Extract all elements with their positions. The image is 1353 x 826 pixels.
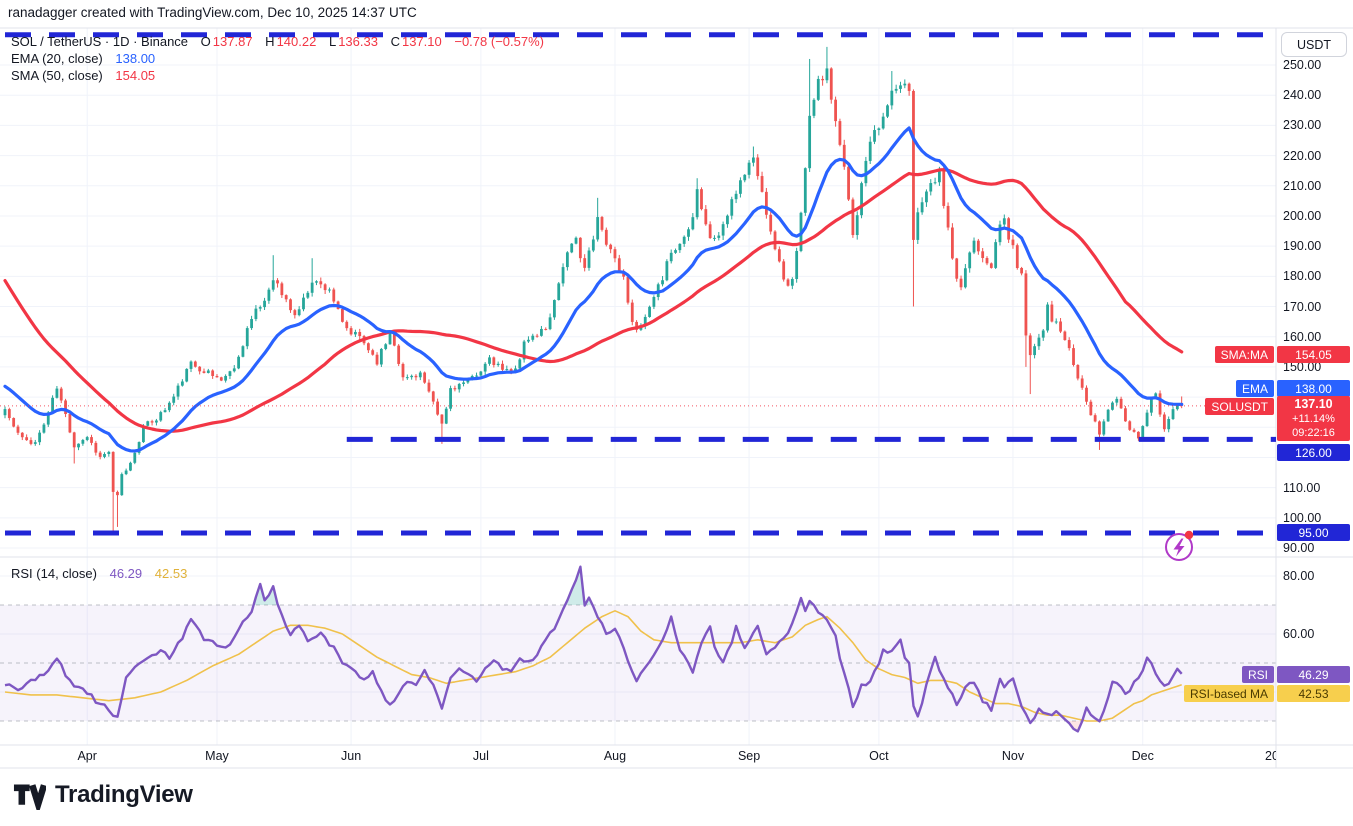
ema-legend-name: EMA (20, close) [11,51,103,66]
time-tick-label: Dec [1131,749,1154,763]
price-tick-label: 210.00 [1283,178,1322,193]
tradingview-logo[interactable]: TradingView [12,780,193,810]
time-tick-label: Sep [737,749,761,763]
currency-toggle-button[interactable]: USDT [1281,32,1347,57]
ohlc-low-label: L [328,34,337,49]
level-126-axis-badge: 126.00 [1277,444,1350,461]
last-price-axis-badge: 137.10 +11.14% 09:22:16 [1277,396,1350,441]
rsi-ma-legend-value: 42.53 [154,566,188,581]
ohlc-high-label: H [265,34,275,49]
price-tick-label: 90.00 [1283,541,1315,556]
price-tick-label: 160.00 [1283,329,1322,344]
rsi-legend-value: 46.29 [109,566,143,581]
ohlc-open-value: 137.87 [212,34,253,49]
time-tick-label: May [205,749,229,763]
rsi-ma-axis-badge: 42.53 [1277,685,1350,702]
time-tick-label: Nov [1001,749,1025,763]
ohlc-open-label: O [200,34,211,49]
price-tick-label: 200.00 [1283,208,1322,223]
sma-floating-label: SMA:MA [1214,346,1274,363]
rsi-layer [4,565,1183,733]
ema-line[interactable] [3,126,1184,453]
tradingview-logo-text: TradingView [55,781,193,808]
time-tick-label: Jul [472,749,489,763]
rsi-band [0,605,1276,721]
price-tick-label: 100.00 [1283,510,1322,525]
price-tick-label: 240.00 [1283,88,1322,103]
rsi-floating-label: RSI [1241,666,1274,683]
ema-legend-value: 138.00 [115,51,156,66]
ema-legend-row[interactable]: EMA (20, close) 138.00 [11,50,546,67]
grid-layer [0,28,1276,745]
rsi-line[interactable] [4,565,1183,733]
time-tick-year: 2026 [1265,749,1276,763]
rsi-legend[interactable]: RSI (14, close) 46.29 42.53 [11,566,187,581]
price-tick-label: 150.00 [1283,359,1322,374]
symbol-floating-label: SOLUSDT [1205,398,1274,415]
ema-axis-badge: 138.00 [1277,380,1350,397]
symbol-title: SOL / TetherUS · 1D · Binance [11,34,189,49]
header-credit: ranadagger created with TradingView.com,… [8,5,417,20]
rsi-ma-line[interactable] [4,609,1182,722]
rsi-tick-label: 80.00 [1283,569,1315,583]
rsi-ma-floating-label: RSI-based MA [1183,685,1274,702]
sma-legend-name: SMA (50, close) [11,68,103,83]
price-tick-label: 190.00 [1283,239,1322,254]
sma-axis-badge: 154.05 [1277,346,1350,363]
level-95-axis-badge: 95.00 [1277,524,1350,541]
price-tick-label: 170.00 [1283,299,1322,314]
time-tick-label: Apr [77,749,97,763]
time-tick-label: Jun [341,749,362,763]
ohlc-close-value: 137.10 [401,34,442,49]
time-tick-year-clipped: 2026 [1265,749,1276,765]
ohlc-low-value: 136.33 [338,34,378,49]
last-price-value: 137.10 [1294,397,1333,411]
rsi-axis-badge: 46.29 [1277,666,1350,683]
ohlc-close-label: C [390,34,400,49]
last-price-change: +11.14% [1292,413,1335,425]
lightning-marker-icon[interactable] [1165,530,1194,561]
sma-line[interactable] [3,168,1184,433]
time-tick-label: Aug [603,749,627,763]
price-tick-label: 220.00 [1283,148,1322,163]
tradingview-logo-icon [13,784,46,810]
time-tick-label: Oct [869,749,889,763]
ohlc-change: −0.78 (−0.57%) [454,34,544,49]
price-tick-label: 250.00 [1283,58,1322,72]
ohlc-high-value: 140.22 [276,34,317,49]
ema-floating-label: EMA [1235,380,1274,397]
sma-legend-row[interactable]: SMA (50, close) 154.05 [11,67,546,84]
price-tick-label: 110.00 [1283,480,1321,495]
price-tick-label: 230.00 [1283,118,1322,133]
rsi-tick-label: 60.00 [1283,627,1315,641]
rsi-legend-name: RSI (14, close) [11,566,97,581]
bar-countdown: 09:22:16 [1292,427,1335,439]
sma-legend-value: 154.05 [115,68,156,83]
price-tick-label: 180.00 [1283,269,1322,284]
